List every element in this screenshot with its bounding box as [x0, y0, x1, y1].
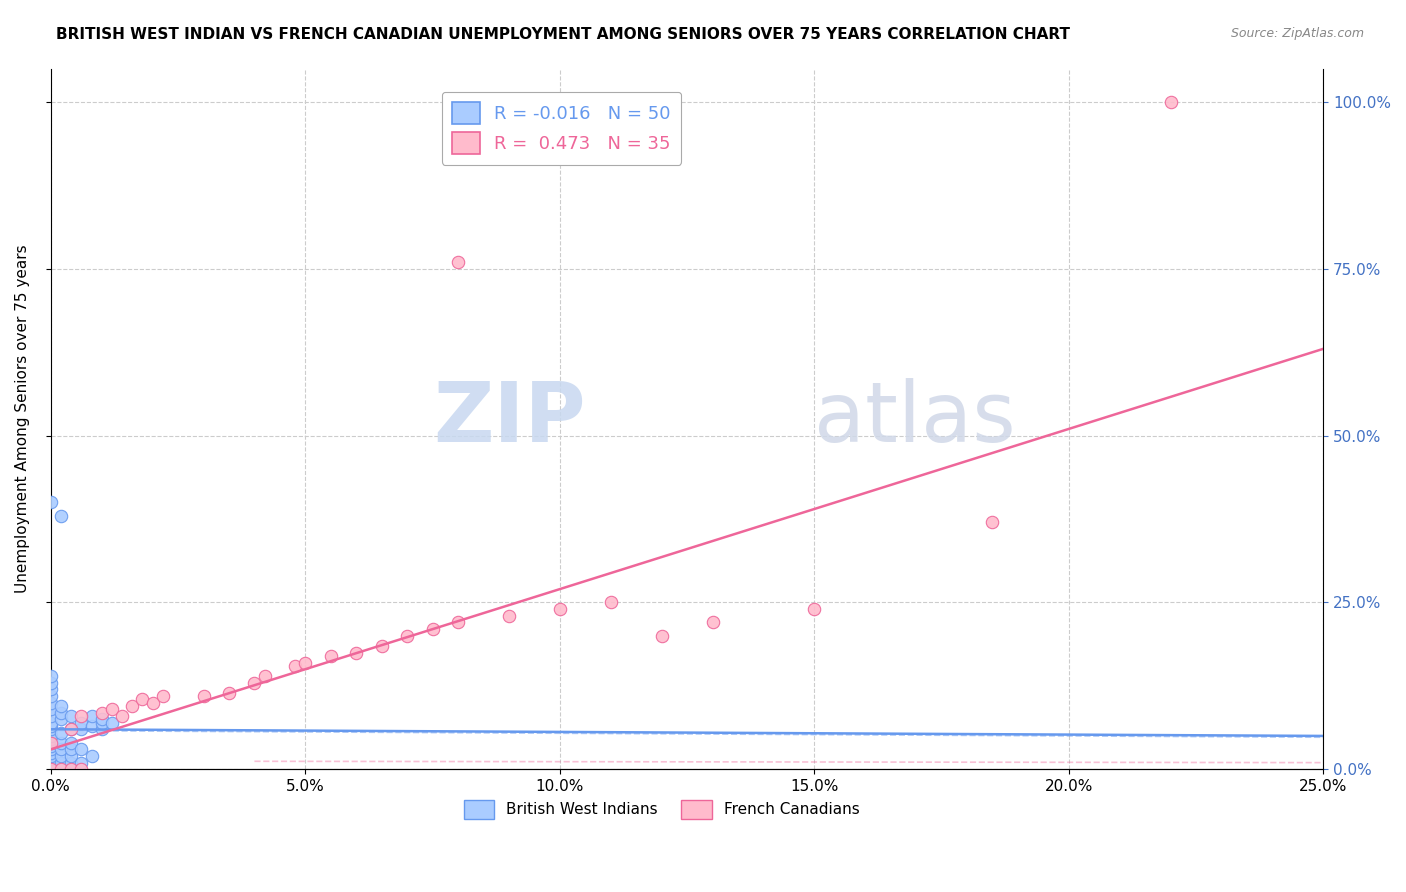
Point: [49, 762, 72, 776]
Point: [39, 696, 62, 710]
Point: [193, 689, 215, 703]
Point: [39, 732, 62, 747]
Point: [49, 736, 72, 750]
Point: [70, 709, 93, 723]
Point: [344, 646, 367, 660]
Point: [49, 508, 72, 523]
Point: [70, 762, 93, 776]
Point: [60, 723, 83, 737]
Point: [80, 719, 103, 733]
Point: [90, 715, 112, 730]
Point: [101, 702, 124, 716]
Point: [60, 756, 83, 770]
Point: [39, 742, 62, 756]
Text: BRITISH WEST INDIAN VS FRENCH CANADIAN UNEMPLOYMENT AMONG SENIORS OVER 75 YEARS : BRITISH WEST INDIAN VS FRENCH CANADIAN U…: [56, 27, 1070, 42]
Point: [39, 689, 62, 703]
Point: [422, 622, 444, 636]
Point: [49, 748, 72, 763]
Point: [702, 615, 724, 630]
Point: [60, 762, 83, 776]
Point: [39, 702, 62, 716]
Point: [39, 762, 62, 776]
Point: [90, 723, 112, 737]
Point: [49, 756, 72, 770]
Legend: British West Indians, French Canadians: British West Indians, French Canadians: [457, 794, 866, 825]
Point: [39, 729, 62, 743]
Point: [49, 698, 72, 713]
Point: [80, 748, 103, 763]
Point: [39, 669, 62, 683]
Point: [49, 725, 72, 739]
Point: [39, 715, 62, 730]
Point: [218, 685, 240, 699]
Point: [70, 742, 93, 756]
Point: [243, 675, 266, 690]
Point: [498, 608, 520, 623]
Point: [253, 669, 276, 683]
Point: [981, 516, 1004, 530]
Point: [39, 759, 62, 773]
Point: [60, 723, 83, 737]
Point: [447, 255, 470, 269]
Point: [39, 756, 62, 770]
Point: [651, 629, 673, 643]
Point: [60, 762, 83, 776]
Point: [111, 709, 134, 723]
Point: [599, 595, 621, 609]
Point: [803, 602, 825, 616]
Point: [49, 712, 72, 726]
Y-axis label: Unemployment Among Seniors over 75 years: Unemployment Among Seniors over 75 years: [15, 244, 30, 593]
Point: [60, 742, 83, 756]
Point: [370, 639, 392, 653]
Point: [39, 495, 62, 509]
Point: [49, 742, 72, 756]
Point: [70, 756, 93, 770]
Point: [319, 648, 342, 663]
Point: [90, 712, 112, 726]
Point: [1160, 95, 1182, 109]
Text: atlas: atlas: [814, 378, 1017, 459]
Point: [39, 736, 62, 750]
Point: [131, 692, 153, 706]
Point: [39, 736, 62, 750]
Point: [101, 715, 124, 730]
Point: [80, 709, 103, 723]
Point: [152, 689, 174, 703]
Point: [39, 752, 62, 766]
Point: [60, 748, 83, 763]
Point: [39, 719, 62, 733]
Point: [294, 656, 316, 670]
Point: [284, 658, 307, 673]
Point: [447, 615, 470, 630]
Point: [39, 723, 62, 737]
Point: [39, 746, 62, 760]
Point: [39, 748, 62, 763]
Point: [60, 709, 83, 723]
Point: [70, 715, 93, 730]
Point: [90, 706, 112, 720]
Point: [142, 696, 165, 710]
Point: [39, 739, 62, 753]
Point: [60, 736, 83, 750]
Point: [39, 762, 62, 776]
Point: [39, 682, 62, 697]
Point: [548, 602, 571, 616]
Point: [39, 675, 62, 690]
Text: ZIP: ZIP: [433, 378, 585, 459]
Text: Source: ZipAtlas.com: Source: ZipAtlas.com: [1230, 27, 1364, 40]
Point: [39, 709, 62, 723]
Point: [49, 706, 72, 720]
Point: [121, 698, 143, 713]
Point: [70, 723, 93, 737]
Point: [396, 629, 419, 643]
Point: [49, 762, 72, 776]
